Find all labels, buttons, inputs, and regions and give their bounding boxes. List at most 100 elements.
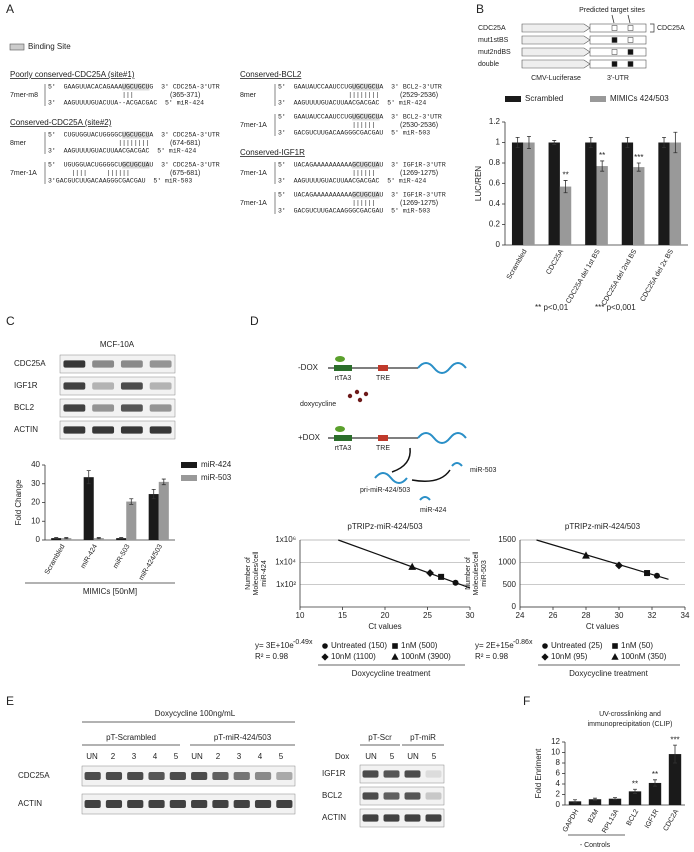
- band: [404, 770, 421, 778]
- mature-mirna: [451, 462, 463, 467]
- r-squared: R² = 0.98: [255, 652, 289, 661]
- utr-sequence: 5' UGUGGUACUGGGGCUGCUGCUAU 3' CDC25A-3'U…: [48, 162, 220, 169]
- row-label: BCL2: [14, 403, 35, 412]
- band: [425, 814, 442, 822]
- bar: [126, 501, 137, 540]
- lane-label: 5: [174, 752, 179, 761]
- bar: [559, 186, 572, 245]
- lane-label: 5: [390, 752, 395, 761]
- legend-label: Binding Site: [28, 42, 71, 51]
- mature-mirna: [419, 496, 431, 501]
- base-pairs: ||||||: [278, 200, 376, 207]
- site-pointer: [611, 14, 615, 24]
- utr: [589, 47, 647, 57]
- bar: [633, 167, 645, 245]
- lane-label: 4: [153, 752, 158, 761]
- y-tick-label: 1.2: [489, 117, 501, 126]
- significance: **: [562, 171, 568, 180]
- band: [149, 426, 172, 434]
- bar: [608, 798, 622, 805]
- blot: [359, 808, 445, 828]
- group-label: pT-Scr: [368, 733, 392, 742]
- mirna-sequence: 3'GACGUCUUGACAAGGGCGACGAU 5' miR-503: [48, 178, 192, 185]
- r-squared: R² = 0.98: [475, 652, 509, 661]
- bar: [585, 142, 597, 245]
- footnote: *** p<0,001: [595, 303, 636, 312]
- site-position: (2529-2536): [400, 92, 438, 99]
- x-tick-label: GAPDH: [562, 808, 581, 833]
- group-label: - Controls: [580, 842, 611, 849]
- bar: [83, 477, 94, 540]
- promoter-label: TRE: [376, 445, 390, 452]
- panel-label: B: [476, 2, 484, 16]
- point: [426, 569, 434, 577]
- y-tick-label: 0.2: [489, 220, 501, 229]
- dox-state: +DOX: [298, 433, 321, 442]
- lane-label: 3: [132, 752, 137, 761]
- x-axis-label: MIMICs [50nM]: [83, 587, 137, 596]
- legend-swatch: [505, 96, 521, 102]
- y-tick-label: 0.6: [489, 179, 501, 188]
- group-label: pT-miR: [410, 733, 436, 742]
- lane-label: 5: [279, 752, 284, 761]
- legend-marker: [322, 643, 328, 649]
- dox-molecule: [363, 391, 369, 397]
- cell-line: MCF-10A: [100, 340, 135, 349]
- base-pairs: ||||||: [278, 122, 376, 129]
- band: [191, 800, 208, 808]
- band: [148, 800, 165, 808]
- construct-label: mut2ndBS: [478, 49, 511, 56]
- mir503-label: miR-503: [470, 467, 497, 474]
- legend-label: MIMICs 424/503: [610, 94, 669, 103]
- error-bar: [588, 136, 593, 149]
- band: [105, 772, 123, 780]
- y-tick-label: 10: [551, 748, 560, 757]
- y-tick-label: 40: [31, 460, 40, 469]
- point: [644, 570, 651, 577]
- band: [84, 800, 101, 808]
- y-axis-label: miR-503: [481, 560, 488, 587]
- dox-state: -DOX: [298, 363, 319, 372]
- band: [212, 772, 229, 780]
- point: [653, 572, 660, 579]
- band: [212, 800, 229, 808]
- band: [254, 800, 272, 808]
- utr-sequence: 5' GAAUAUCCAAUCCUGUGCUGCUA 3' BCL2-3'UTR: [278, 84, 442, 91]
- legend-label: Untreated (25): [551, 641, 603, 650]
- factor-label: rtTA3: [335, 445, 352, 452]
- legend-label: 1nM (50): [621, 641, 653, 650]
- hairpin: [417, 432, 467, 444]
- mirna-sequence: 3' GACGUCUUGACAAGGGCGACGAU 5' miR-503: [278, 130, 430, 137]
- band: [127, 800, 144, 808]
- lane-label: 4: [258, 752, 263, 761]
- legend-marker: [612, 643, 618, 649]
- y-tick-label: 2: [556, 790, 561, 799]
- luciferase: [521, 47, 591, 57]
- base-pairs: ||||||||: [48, 140, 149, 147]
- legend-marker: [611, 653, 619, 660]
- bar: [523, 142, 535, 245]
- site-type: 7mer-1A: [240, 122, 267, 129]
- band: [92, 360, 115, 368]
- band: [120, 426, 143, 434]
- sites-title: Predicted target sites: [579, 7, 645, 14]
- y-tick-label: 0: [36, 535, 41, 544]
- binding-site: [352, 161, 380, 169]
- trendline: [338, 539, 471, 589]
- y-tick-label: 20: [31, 498, 40, 507]
- doxycycline-label: doxycycline: [300, 401, 336, 408]
- base-pairs: ||||||: [278, 170, 376, 177]
- site-type: 7mer-1A: [240, 170, 267, 177]
- x-tick-label: miR-503: [112, 543, 131, 570]
- hairpin: [417, 362, 467, 374]
- base-pairs: |||: [48, 92, 134, 99]
- error-bar: [653, 779, 657, 787]
- y-tick-label: 1x10⁴: [275, 557, 296, 566]
- band: [120, 360, 143, 368]
- error-bar: [600, 160, 605, 172]
- bar: [596, 166, 608, 245]
- error-bar: [636, 162, 641, 172]
- target-site: [627, 37, 634, 43]
- dox-molecule: [357, 397, 363, 403]
